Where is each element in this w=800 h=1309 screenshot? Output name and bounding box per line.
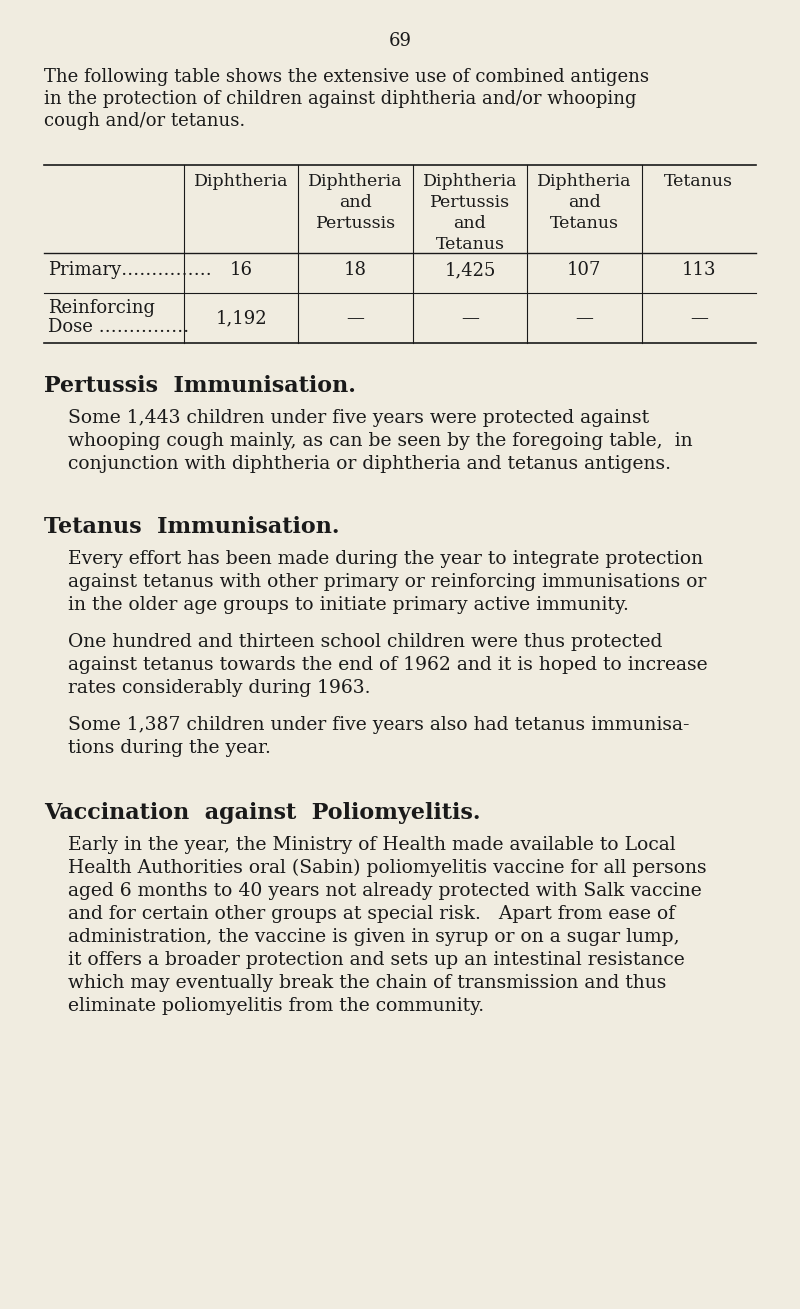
Text: 18: 18 — [344, 260, 367, 279]
Text: —: — — [461, 309, 479, 327]
Text: aged 6 months to 40 years not already protected with Salk vaccine: aged 6 months to 40 years not already pr… — [68, 882, 702, 901]
Text: —: — — [690, 309, 708, 327]
Text: Reinforcing: Reinforcing — [48, 298, 155, 317]
Text: eliminate poliomyelitis from the community.: eliminate poliomyelitis from the communi… — [68, 997, 484, 1014]
Text: in the protection of children against diphtheria and/or whooping: in the protection of children against di… — [44, 90, 637, 109]
Text: Vaccination  against  Poliomyelitis.: Vaccination against Poliomyelitis. — [44, 802, 481, 823]
Text: The following table shows the extensive use of combined antigens: The following table shows the extensive … — [44, 68, 649, 86]
Text: Diphtheria
Pertussis
and
Tetanus: Diphtheria Pertussis and Tetanus — [422, 173, 518, 253]
Text: Early in the year, the Ministry of Health made available to Local: Early in the year, the Ministry of Healt… — [68, 836, 676, 853]
Text: in the older age groups to initiate primary active immunity.: in the older age groups to initiate prim… — [68, 596, 629, 614]
Text: 69: 69 — [389, 31, 411, 50]
Text: cough and/or tetanus.: cough and/or tetanus. — [44, 113, 246, 130]
Text: Health Authorities oral (Sabin) poliomyelitis vaccine for all persons: Health Authorities oral (Sabin) poliomye… — [68, 859, 706, 877]
Text: it offers a broader protection and sets up an intestinal resistance: it offers a broader protection and sets … — [68, 952, 685, 969]
Text: Every effort has been made during the year to integrate protection: Every effort has been made during the ye… — [68, 550, 703, 568]
Text: 107: 107 — [567, 260, 602, 279]
Text: tions during the year.: tions during the year. — [68, 740, 271, 757]
Text: Some 1,387 children under five years also had tetanus immunisa-: Some 1,387 children under five years als… — [68, 716, 690, 734]
Text: 1,425: 1,425 — [444, 260, 496, 279]
Text: Dose ……………: Dose …………… — [48, 318, 190, 336]
Text: against tetanus with other primary or reinforcing immunisations or: against tetanus with other primary or re… — [68, 573, 706, 590]
Text: 113: 113 — [682, 260, 716, 279]
Text: Primary……………: Primary…………… — [48, 260, 212, 279]
Text: 16: 16 — [230, 260, 253, 279]
Text: Diphtheria
and
Tetanus: Diphtheria and Tetanus — [537, 173, 632, 232]
Text: Some 1,443 children under five years were protected against: Some 1,443 children under five years wer… — [68, 408, 649, 427]
Text: Tetanus: Tetanus — [664, 173, 734, 190]
Text: against tetanus towards the end of 1962 and it is hoped to increase: against tetanus towards the end of 1962 … — [68, 656, 708, 674]
Text: Pertussis  Immunisation.: Pertussis Immunisation. — [44, 374, 356, 397]
Text: Tetanus  Immunisation.: Tetanus Immunisation. — [44, 516, 339, 538]
Text: 1,192: 1,192 — [215, 309, 267, 327]
Text: —: — — [346, 309, 365, 327]
Text: —: — — [575, 309, 594, 327]
Text: administration, the vaccine is given in syrup or on a sugar lump,: administration, the vaccine is given in … — [68, 928, 680, 946]
Text: and for certain other groups at special risk.   Apart from ease of: and for certain other groups at special … — [68, 905, 675, 923]
Text: rates considerably during 1963.: rates considerably during 1963. — [68, 679, 370, 696]
Text: conjunction with diphtheria or diphtheria and tetanus antigens.: conjunction with diphtheria or diphtheri… — [68, 456, 671, 473]
Text: whooping cough mainly, as can be seen by the foregoing table,  in: whooping cough mainly, as can be seen by… — [68, 432, 693, 450]
Text: One hundred and thirteen school children were thus protected: One hundred and thirteen school children… — [68, 634, 662, 651]
Text: which may eventually break the chain of transmission and thus: which may eventually break the chain of … — [68, 974, 666, 992]
Text: Diphtheria
and
Pertussis: Diphtheria and Pertussis — [308, 173, 403, 232]
Text: Diphtheria: Diphtheria — [194, 173, 289, 190]
